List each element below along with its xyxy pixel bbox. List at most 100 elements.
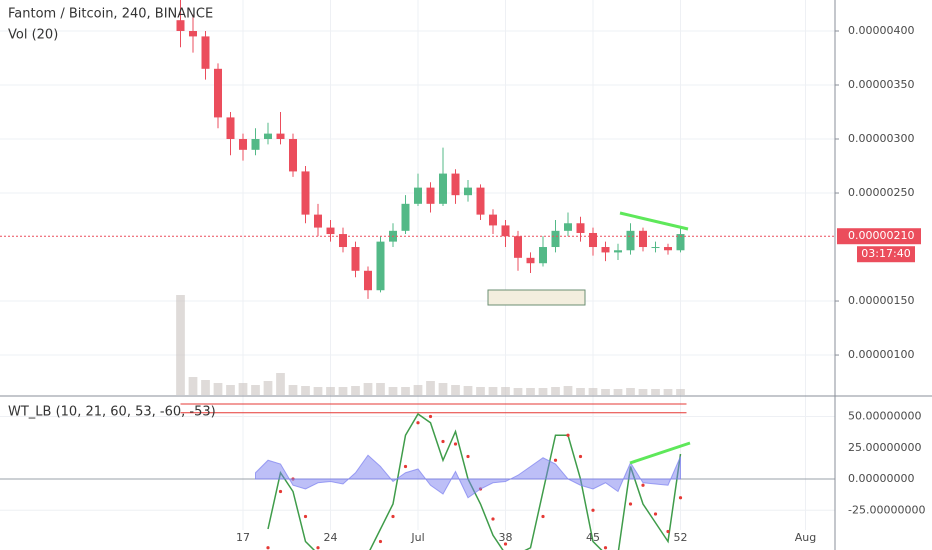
volume-bar — [451, 385, 460, 395]
candle-body — [339, 234, 347, 248]
volume-bar — [638, 389, 648, 395]
candle-body — [264, 133, 272, 140]
candle-body — [439, 173, 447, 204]
candle-body — [351, 247, 360, 271]
x-tick-label: Aug — [795, 531, 816, 544]
volume-bar — [401, 387, 410, 395]
x-tick-label: 38 — [499, 531, 513, 544]
volume-bar — [601, 389, 610, 395]
volume-bar — [326, 387, 335, 395]
candle-body — [676, 234, 685, 251]
indicator-pane — [180, 403, 687, 550]
candle-body — [414, 187, 422, 204]
candle-body — [176, 20, 185, 31]
signal-dot — [491, 517, 495, 521]
candle-body — [564, 223, 572, 231]
volume-bar — [363, 383, 373, 395]
volume-bar — [626, 388, 635, 395]
grid — [0, 0, 835, 530]
volume — [176, 295, 685, 395]
price-pane — [176, 0, 685, 299]
signal-dot — [503, 542, 508, 546]
candle-body — [576, 223, 585, 233]
y-tick-label: 0.00000300 — [848, 132, 914, 145]
volume-bar — [563, 386, 573, 395]
signal-dot — [653, 512, 658, 516]
volume-bar — [613, 389, 623, 395]
volume-bar — [676, 389, 685, 395]
candle-body — [326, 227, 335, 235]
candle-body — [464, 187, 472, 196]
signal-dot — [628, 502, 633, 506]
candle-body — [664, 247, 672, 251]
x-tick-label: 52 — [674, 531, 688, 544]
candle-body — [539, 247, 547, 264]
candle-body — [214, 68, 222, 118]
candle-body — [276, 133, 285, 140]
volume-bar — [263, 381, 273, 395]
last-value-label: 25.00000000 — [848, 441, 921, 454]
signal-dot — [453, 442, 458, 446]
y-tick-label: 0.00000150 — [848, 294, 914, 307]
signal-dot — [403, 464, 408, 469]
signal-dot — [466, 454, 470, 459]
signal-dot — [566, 433, 570, 437]
signal-dot — [416, 421, 420, 425]
last-price-label: 0.00000210 — [848, 229, 914, 242]
candle-body — [639, 230, 647, 248]
volume-bar — [501, 387, 510, 395]
volume-bar — [351, 386, 360, 395]
volume-bar — [188, 377, 198, 395]
trend-line — [619, 211, 689, 231]
trend-line — [629, 441, 691, 465]
volume-bar — [388, 387, 398, 395]
candle-body — [551, 230, 560, 248]
signal-dot — [316, 546, 320, 550]
signal-dot — [678, 496, 683, 500]
countdown-label: 03:17:40 — [861, 247, 910, 260]
signal-dot — [553, 458, 558, 462]
y-tick-label: 0.00000400 — [848, 24, 914, 37]
volume-bar — [476, 387, 485, 395]
candle-body — [251, 139, 260, 150]
candle-body — [201, 36, 210, 69]
y-tick-label: 0.00000250 — [848, 186, 914, 199]
signal-dot — [591, 508, 595, 512]
candle-body — [526, 257, 535, 264]
volume-bar — [213, 383, 223, 395]
signal-dot — [441, 439, 445, 444]
candle-body — [314, 214, 322, 228]
volume-bar — [301, 386, 310, 395]
candle-body — [614, 250, 622, 253]
x-tick-label: 24 — [324, 531, 338, 544]
y-tick-label: 0.00000100 — [848, 348, 914, 361]
candle-body — [601, 247, 610, 253]
candle-body — [289, 139, 297, 172]
volume-bar — [238, 383, 248, 395]
signal-dot — [266, 546, 270, 550]
axes: 17 24 Jul 38 45 52 Aug 0.00000400 0.00000350 0.00… — [0, 24, 925, 544]
volume-bar — [288, 385, 298, 395]
candle-body — [301, 171, 310, 215]
volume-title: Vol (20) — [8, 28, 58, 43]
y-tick-label: 0.00000000 — [848, 472, 914, 485]
volume-bar — [526, 388, 535, 395]
indicator-title: WT_LB (10, 21, 60, 53, -60, -53) — [8, 405, 216, 420]
drawn-rectangle — [487, 289, 586, 306]
y-tick-label: 0.00000350 — [848, 78, 914, 91]
volume-bar — [426, 381, 435, 395]
x-tick-label: 45 — [586, 531, 600, 544]
signal-dot — [603, 546, 608, 550]
volume-bar — [663, 389, 673, 395]
volume-bar — [488, 387, 498, 395]
candle-body — [376, 241, 385, 291]
x-tick-label: 17 — [236, 531, 250, 544]
volume-bar — [201, 380, 210, 395]
candle-body — [489, 214, 497, 226]
signal-dot — [391, 514, 395, 519]
volume-bar — [588, 388, 598, 395]
volume-bar — [338, 387, 348, 395]
candle-body — [426, 187, 435, 204]
countdown-box — [857, 246, 915, 263]
signal-dot — [303, 514, 308, 519]
